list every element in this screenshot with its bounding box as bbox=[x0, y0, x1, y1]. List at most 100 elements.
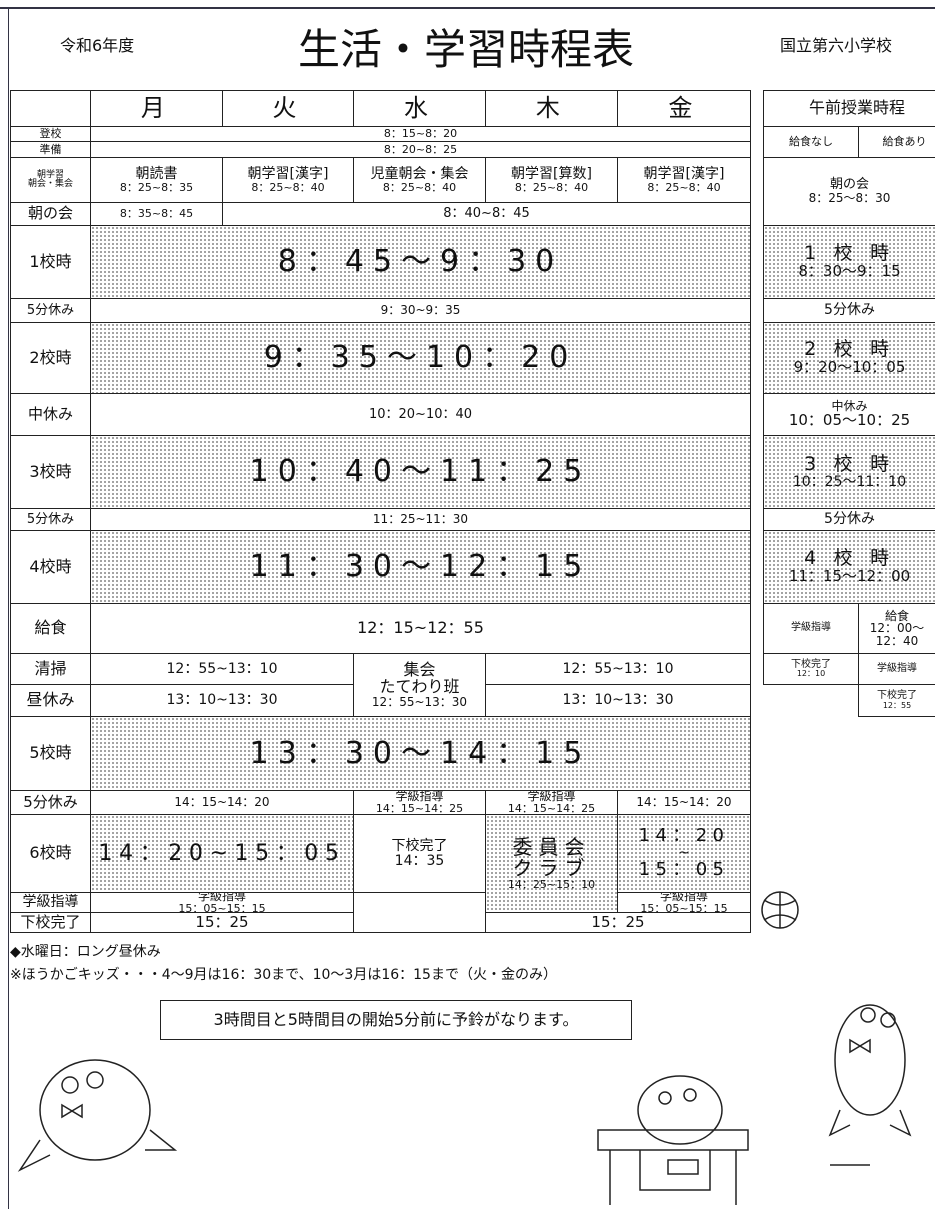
cell-text: 中休み bbox=[831, 399, 868, 414]
cell-text: 準備 bbox=[39, 142, 62, 156]
cell-text: 13：10~13：30 bbox=[562, 692, 674, 709]
morning-cell: 下校完了 12：55 bbox=[858, 684, 935, 717]
cell-text: 14：15~14：25 bbox=[507, 802, 596, 815]
cell-text: 朝学習[算数] bbox=[511, 165, 592, 182]
time-cell: 児童朝会・集会 8：25~8：40 bbox=[353, 157, 486, 203]
cell-text: 8：25~8：40 bbox=[382, 180, 457, 194]
cell-text: 登校 bbox=[39, 127, 62, 141]
left-rule bbox=[8, 8, 9, 1209]
row-label: 5分休み bbox=[10, 298, 91, 323]
cell-text: 11：30～12：15 bbox=[249, 549, 592, 585]
cell-text: 15：05~15：15 bbox=[178, 902, 266, 913]
cell-text: 朝会・集会 bbox=[27, 179, 73, 189]
row-label: 清掃 bbox=[10, 653, 91, 685]
cell-text: 5分休み bbox=[26, 302, 75, 318]
time-cell: 学級指導 15：05~15：15 bbox=[617, 892, 751, 913]
cell-text: 2校時 bbox=[29, 347, 72, 367]
morning-cell: 3 校 時 10：25～11：10 bbox=[763, 435, 935, 509]
time-cell: 11：25~11：30 bbox=[90, 508, 751, 531]
time-cell: 14：20~15：05 bbox=[617, 814, 751, 893]
cell-text: 給食なし bbox=[789, 135, 833, 149]
row-label: 4校時 bbox=[10, 530, 91, 604]
cell-text: 14：20 bbox=[638, 825, 730, 847]
cell-text: 14：15~14：20 bbox=[636, 795, 732, 810]
cell-text: 5分休み bbox=[824, 302, 875, 319]
time-cell: 朝学習[漢字] 8：25~8：40 bbox=[222, 157, 354, 203]
morning-cell: 学級指導 bbox=[858, 653, 935, 685]
cell-text: 10：40～11：25 bbox=[249, 454, 592, 490]
cell-text: 5分休み bbox=[824, 511, 875, 528]
column-header: 給食あり bbox=[858, 126, 935, 158]
row-label: 5分休み bbox=[10, 790, 91, 815]
cell-text: 12：55~13：10 bbox=[166, 660, 278, 677]
cell-text: 10：20~10：40 bbox=[368, 406, 473, 422]
morning-cell: 朝の会 8：25～8：30 bbox=[763, 157, 935, 226]
row-label: 準備 bbox=[10, 141, 91, 158]
cell-text: 4校時 bbox=[29, 556, 72, 576]
cell-text: 1校時 bbox=[29, 251, 72, 271]
time-cell: 13：10~13：30 bbox=[90, 684, 354, 717]
time-cell: 13：30～14：15 bbox=[90, 716, 751, 791]
cell-text: 9：20～10：05 bbox=[793, 358, 906, 377]
column-header: 給食なし bbox=[763, 126, 859, 158]
cell-text: 12：55 bbox=[882, 700, 912, 710]
morning-cell: 学級指導 bbox=[763, 603, 859, 654]
cell-text: 8：25~8：35 bbox=[119, 180, 194, 194]
cell-text: 金 bbox=[668, 93, 700, 122]
cell-text: 14：35 bbox=[394, 852, 445, 869]
cell-text: 委員会 bbox=[512, 834, 591, 859]
note: ※ほうかごキッズ・・・4～9月は16：30まで、10～3月は16：15まで（火・… bbox=[10, 967, 557, 983]
cell-text: 昼休み bbox=[26, 690, 75, 710]
day-header: 木 bbox=[485, 90, 618, 127]
cell-text: 5校時 bbox=[29, 743, 72, 763]
cell-text: 朝学習 bbox=[36, 169, 64, 180]
row-label: 昼休み bbox=[10, 684, 91, 717]
cell-text: 3校時 bbox=[29, 461, 72, 481]
row-label: 2校時 bbox=[10, 322, 91, 394]
row-label: 給食 bbox=[10, 603, 91, 654]
corner bbox=[10, 90, 91, 127]
cell-text: 8：25~8：40 bbox=[647, 180, 721, 194]
row-label: 登校 bbox=[10, 126, 91, 142]
morning-cell: 給食 12：00～ 12：40 bbox=[858, 603, 935, 654]
cell-text: 8：25~8：40 bbox=[251, 180, 325, 194]
cell-text: 14：15~14：20 bbox=[174, 795, 270, 810]
blank-cell bbox=[353, 892, 486, 933]
row-label: 6校時 bbox=[10, 814, 91, 893]
cell-text: 5分休み bbox=[26, 511, 75, 527]
cell-text: 9：35～10：20 bbox=[263, 340, 578, 376]
cell-text: 下校完了 bbox=[391, 837, 448, 854]
time-cell: 15：25 bbox=[485, 912, 751, 933]
cell-text: 12：00～ bbox=[869, 621, 925, 636]
cell-text: 12：15~12：55 bbox=[357, 618, 484, 638]
morning-cell: 4 校 時 11：15～12：00 bbox=[763, 530, 935, 604]
cell-text: 4 校 時 bbox=[804, 547, 895, 570]
cell-text: 朝学習[漢字] bbox=[643, 165, 725, 182]
cell-text: 水 bbox=[403, 93, 436, 122]
cell-text: 1 校 時 bbox=[804, 242, 895, 265]
time-cell: 14：15~14：20 bbox=[90, 790, 354, 815]
cell-text: クラブ bbox=[512, 855, 591, 880]
cell-text: 13：10~13：30 bbox=[166, 692, 278, 709]
cell-text: 給食 bbox=[884, 608, 909, 623]
cell-text: 8：45～9：30 bbox=[277, 244, 564, 280]
day-header: 火 bbox=[222, 90, 354, 127]
cell-text: 学級指導 bbox=[527, 790, 576, 804]
time-cell: 朝読書 8：25~8：35 bbox=[90, 157, 223, 203]
cell-text: 11：15～12：00 bbox=[788, 567, 911, 586]
cell-text: 清掃 bbox=[34, 658, 67, 678]
cell-text: 12：55~13：30 bbox=[371, 694, 468, 709]
time-cell: 8：20~8：25 bbox=[90, 141, 751, 158]
time-cell: 学級指導 14：15~14：25 bbox=[353, 790, 486, 815]
title: 生活・学習時程表 bbox=[298, 25, 635, 74]
day-header: 金 bbox=[617, 90, 751, 127]
time-cell: 学級指導 14：15~14：25 bbox=[485, 790, 618, 815]
time-cell: 12：15~12：55 bbox=[90, 603, 751, 654]
cell-text: 8：15~8：20 bbox=[383, 127, 458, 141]
morning-cell: 2 校 時 9：20～10：05 bbox=[763, 322, 935, 394]
cell-text: たてわり班 bbox=[379, 676, 460, 696]
cell-text: 6校時 bbox=[29, 843, 72, 863]
bell-notice-text: 3時間目と5時間目の開始5分前に予鈴がなります。 bbox=[213, 1009, 579, 1029]
day-header: 水 bbox=[353, 90, 486, 127]
cell-text: 8：25~8：40 bbox=[514, 180, 589, 194]
